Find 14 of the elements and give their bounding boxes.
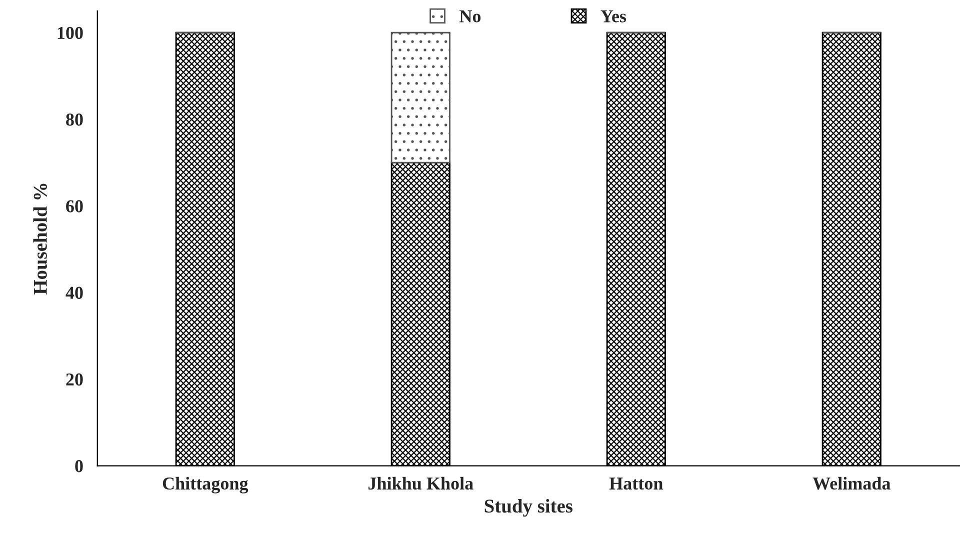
y-axis-title: Household % [33,184,47,295]
y-tick-label: 20 [66,373,83,386]
y-tick-label: 0 [75,460,83,472]
legend-label: No [460,10,481,22]
y-tick-label: 60 [66,200,83,212]
x-axis-title: Study sites [484,498,572,517]
y-tick-label: 40 [66,286,83,299]
x-tick-label: Chittagong [162,476,248,494]
x-tick-label: Welimada [812,476,890,490]
x-tick-label: Hatton [609,478,663,490]
y-tick-label: 80 [66,114,83,126]
legend-label: Yes [600,10,626,22]
y-tick-label: 100 [58,26,83,40]
x-tick-label: Jhikhu Khola [368,476,474,490]
